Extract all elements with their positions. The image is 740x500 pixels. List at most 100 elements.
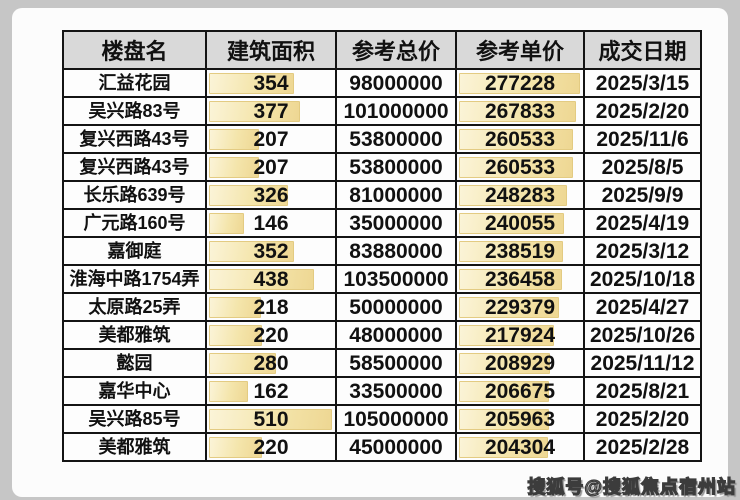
data-bar: [459, 73, 580, 94]
data-bar: [459, 269, 563, 290]
cell-value: 206675: [484, 379, 556, 403]
cell-value: 162: [253, 379, 289, 403]
building-name-cell: 美都雅筑: [62, 432, 207, 462]
cell-value: 277228: [484, 71, 556, 95]
data-bar: [209, 101, 300, 122]
area-cell: 354: [205, 68, 337, 98]
table-row: 复兴西路43号 207 53800000 260533 2025/11/6: [62, 124, 702, 154]
data-bar: [209, 437, 262, 458]
building-name-cell: 复兴西路43号: [62, 124, 207, 154]
data-bar: [209, 241, 294, 262]
total-price-cell: 48000000: [335, 320, 457, 350]
total-price-cell: 81000000: [335, 180, 457, 210]
data-bar: [209, 157, 259, 178]
date-cell: 2025/3/12: [583, 236, 702, 266]
cell-value: 438: [253, 267, 289, 291]
table-row: 广元路160号 146 35000000 240055 2025/4/19: [62, 208, 702, 238]
unit-price-cell: 217924: [455, 320, 585, 350]
data-bar: [209, 269, 315, 290]
data-bar: [459, 297, 560, 318]
area-cell: 510: [205, 404, 337, 434]
unit-price-cell: 248283: [455, 180, 585, 210]
cell-value: 220: [253, 435, 289, 459]
area-cell: 207: [205, 124, 337, 154]
header-row: 楼盘名 建筑面积 参考总价 参考单价 成交日期: [62, 30, 702, 70]
cell-value: 354: [253, 71, 289, 95]
cell-value: 377: [253, 99, 289, 123]
total-price-cell: 33500000: [335, 376, 457, 406]
table-body: 汇益花园 354 98000000 277228 2025/3/15 吴兴路83号 377 1…: [62, 68, 702, 462]
data-bar: [459, 185, 568, 206]
data-bar: [209, 297, 262, 318]
data-bar: [209, 353, 277, 374]
date-cell: 2025/11/6: [583, 124, 702, 154]
unit-price-cell: 277228: [455, 68, 585, 98]
cell-value: 280: [253, 351, 289, 375]
total-price-cell: 45000000: [335, 432, 457, 462]
date-cell: 2025/8/21: [583, 376, 702, 406]
data-bar: [459, 101, 576, 122]
total-price-cell: 101000000: [335, 96, 457, 126]
listings-table: 楼盘名 建筑面积 参考总价 参考单价 成交日期 汇益花园 354 98000000 2…: [62, 30, 702, 462]
data-bar: [209, 409, 332, 430]
data-bar: [209, 129, 259, 150]
unit-price-cell: 205963: [455, 404, 585, 434]
data-bar: [209, 213, 245, 234]
unit-price-cell: 204304: [455, 432, 585, 462]
building-name-cell: 汇益花园: [62, 68, 207, 98]
area-cell: 162: [205, 376, 337, 406]
data-bar: [209, 381, 249, 402]
data-bar: [459, 325, 555, 346]
table-row: 美都雅筑 220 45000000 204304 2025/2/28: [62, 432, 702, 462]
cell-value: 208929: [484, 351, 556, 375]
column-header-date: 成交日期: [583, 30, 702, 70]
cell-value: 260533: [484, 127, 556, 151]
unit-price-cell: 236458: [455, 264, 585, 294]
unit-price-cell: 260533: [455, 124, 585, 154]
total-price-cell: 103500000: [335, 264, 457, 294]
table-row: 吴兴路83号 377 101000000 267833 2025/2/20: [62, 96, 702, 126]
column-header-unit-price: 参考单价: [455, 30, 585, 70]
sohu-watermark: 搜狐号@搜狐焦点宿州站: [527, 476, 736, 497]
total-price-cell: 35000000: [335, 208, 457, 238]
total-price-cell: 105000000: [335, 404, 457, 434]
data-bar: [459, 213, 564, 234]
unit-price-cell: 208929: [455, 348, 585, 378]
cell-value: 204304: [484, 435, 556, 459]
cell-value: 260533: [484, 155, 556, 179]
date-cell: 2025/10/18: [583, 264, 702, 294]
cell-value: 240055: [484, 211, 556, 235]
table-row: 美都雅筑 220 48000000 217924 2025/10/26: [62, 320, 702, 350]
cell-value: 238519: [484, 239, 556, 263]
building-name-cell: 广元路160号: [62, 208, 207, 238]
area-cell: 207: [205, 152, 337, 182]
building-name-cell: 嘉华中心: [62, 376, 207, 406]
data-bar: [459, 157, 573, 178]
date-cell: 2025/2/20: [583, 96, 702, 126]
data-bar: [459, 241, 564, 262]
unit-price-cell: 238519: [455, 236, 585, 266]
cell-value: 267833: [484, 99, 556, 123]
table-row: 长乐路639号 326 81000000 248283 2025/9/9: [62, 180, 702, 210]
table-row: 复兴西路43号 207 53800000 260533 2025/8/5: [62, 152, 702, 182]
building-name-cell: 吴兴路85号: [62, 404, 207, 434]
table-row: 嘉华中心 162 33500000 206675 2025/8/21: [62, 376, 702, 406]
data-bar: [459, 353, 551, 374]
cell-value: 218: [253, 295, 289, 319]
date-cell: 2025/9/9: [583, 180, 702, 210]
cell-value: 207: [253, 155, 289, 179]
total-price-cell: 83880000: [335, 236, 457, 266]
cell-value: 352: [253, 239, 289, 263]
area-cell: 146: [205, 208, 337, 238]
total-price-cell: 98000000: [335, 68, 457, 98]
table-row: 太原路25弄 218 50000000 229379 2025/4/27: [62, 292, 702, 322]
cell-value: 207: [253, 127, 289, 151]
cell-value: 217924: [484, 323, 556, 347]
data-bar: [209, 185, 288, 206]
data-bar: [459, 381, 550, 402]
table-row: 汇益花园 354 98000000 277228 2025/3/15: [62, 68, 702, 98]
cell-value: 146: [253, 211, 289, 235]
building-name-cell: 嘉御庭: [62, 236, 207, 266]
area-cell: 220: [205, 320, 337, 350]
table-row: 吴兴路85号 510 105000000 205963 2025/2/20: [62, 404, 702, 434]
